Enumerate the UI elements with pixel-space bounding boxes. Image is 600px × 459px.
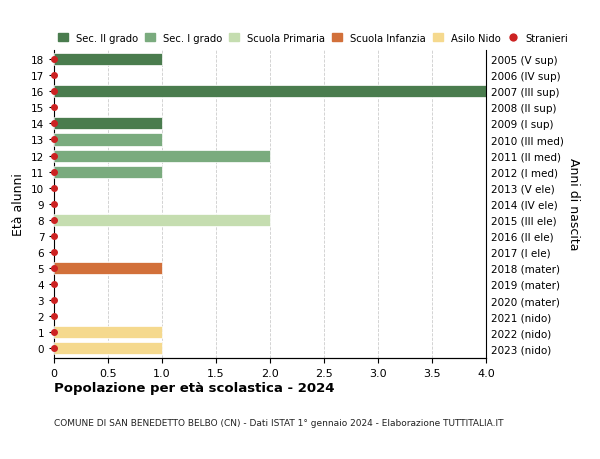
Y-axis label: Anni di nascita: Anni di nascita [568, 158, 580, 251]
Bar [54, 134, 162, 146]
Text: COMUNE DI SAN BENEDETTO BELBO (CN) - Dati ISTAT 1° gennaio 2024 - Elaborazione T: COMUNE DI SAN BENEDETTO BELBO (CN) - Dat… [54, 418, 503, 427]
Bar [54, 54, 162, 66]
Bar [54, 150, 270, 162]
Bar [54, 86, 486, 98]
Y-axis label: Età alunni: Età alunni [13, 173, 25, 235]
Bar [54, 166, 162, 178]
Bar [54, 262, 162, 274]
Bar [54, 118, 162, 130]
Bar [54, 326, 162, 338]
Bar [54, 214, 270, 226]
Legend: Sec. II grado, Sec. I grado, Scuola Primaria, Scuola Infanzia, Asilo Nido, Stran: Sec. II grado, Sec. I grado, Scuola Prim… [54, 29, 572, 47]
Text: Popolazione per età scolastica - 2024: Popolazione per età scolastica - 2024 [54, 381, 335, 394]
Bar [54, 342, 162, 354]
